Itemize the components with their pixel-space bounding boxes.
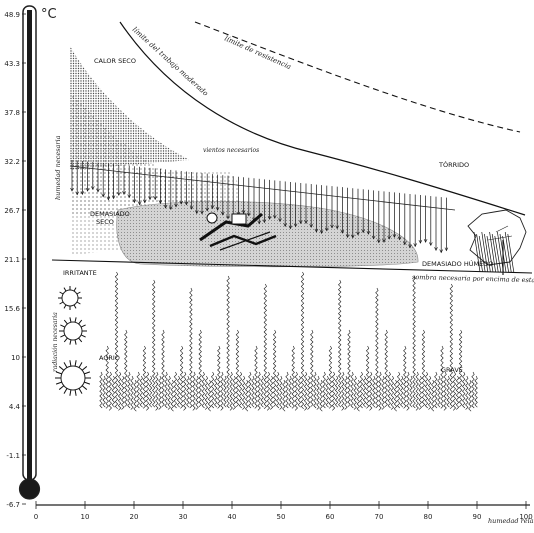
label-sombra: sombra necesaria por encima de esta líne… [412, 273, 534, 285]
x-tick-label: 10 [81, 513, 90, 521]
y-tick-labels: 48.9 43.3 37.8 32.2 26.7 21.1 15.6 10 4.4 -1.1 -6.… [4, 11, 26, 509]
y-tick-label: 10 [11, 354, 20, 362]
y-tick-label: 37.8 [4, 109, 20, 117]
sun-agrio-icon [59, 317, 87, 345]
person-lounging-illustration [199, 212, 277, 251]
y-tick-label: 21.1 [4, 256, 20, 264]
y-tick-label: -6.7 [6, 501, 20, 509]
label-demasiado-humedo: DEMASIADO HÚMEDO [422, 259, 493, 268]
y-tick-label: 26.7 [4, 207, 20, 215]
label-humedad-necesaria: humedad necesaria [54, 135, 62, 200]
x-tick-label: 70 [375, 513, 384, 521]
x-tick-label: 40 [228, 513, 237, 521]
label-radiacion-necesaria: radiación necesaria [52, 312, 59, 372]
label-agrio: AGRIO [99, 354, 120, 362]
y-tick-label: -1.1 [6, 452, 20, 460]
x-tick-label: 60 [326, 513, 335, 521]
rain-hatching [473, 231, 515, 273]
label-irritante: IRRITANTE [63, 269, 97, 277]
y-tick-label: 32.2 [4, 158, 20, 166]
y-tick-label: 15.6 [4, 305, 20, 313]
x-tick-label: 100 [519, 513, 532, 521]
label-limite-trabajo: límite del trabajo moderado [131, 26, 210, 98]
sun-grave-icon [55, 360, 91, 396]
x-tick-labels: 0 10 20 30 40 50 60 70 80 90 100 [34, 501, 533, 521]
x-tick-label: 30 [179, 513, 188, 521]
limite-trabajo-curve [119, 21, 526, 216]
label-limite-resistencia: límite de resistencia [223, 35, 292, 72]
y-tick-label: 43.3 [4, 60, 20, 68]
sun-irritante-icon [58, 286, 82, 310]
x-tick-label: 20 [130, 513, 139, 521]
label-torrido: TÓRRIDO [438, 160, 469, 169]
y-tick-label: 4.4 [9, 403, 21, 411]
unit-label: °C [41, 7, 57, 22]
label-grave: GRAVE [441, 366, 463, 374]
label-demasiado-seco-1: DEMASIADO [90, 210, 130, 218]
wind-baseline [69, 165, 456, 211]
x-tick-label: 90 [473, 513, 482, 521]
label-calor-seco: CALOR SECO [94, 57, 136, 65]
x-tick-label: 80 [424, 513, 433, 521]
limite-resistencia-curve [194, 21, 521, 133]
x-tick-label: 50 [277, 513, 286, 521]
sombra-line [51, 259, 533, 274]
x-axis-label: humedad relativa % [488, 517, 534, 525]
y-tick-label: 48.9 [4, 11, 20, 19]
label-vientos: vientos necesarios [203, 147, 259, 154]
radiation-zigzags [99, 271, 478, 412]
thermometer [18, 5, 41, 500]
x-tick-label: 0 [34, 513, 38, 521]
comfort-zone [116, 201, 419, 268]
wind-arrows [70, 160, 449, 254]
label-demasiado-seco-2: SECO [96, 218, 114, 226]
